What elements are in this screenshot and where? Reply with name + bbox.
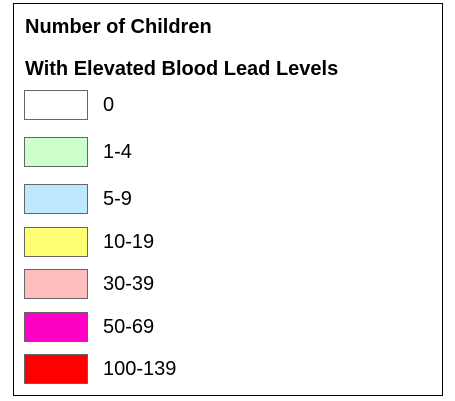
legend-label: 10-19 <box>103 231 155 253</box>
legend-swatch <box>24 269 88 299</box>
legend-title: Number of Children <box>25 16 212 38</box>
legend-label: 0 <box>103 94 115 116</box>
legend-swatch <box>24 184 88 214</box>
legend-label: 100-139 <box>103 358 177 380</box>
legend-swatch <box>24 137 88 167</box>
legend-label: 30-39 <box>103 273 155 295</box>
legend-swatch <box>24 312 88 342</box>
legend-label: 1-4 <box>103 141 132 163</box>
legend: Number of Children With Elevated Blood L… <box>13 3 443 396</box>
legend-label: 5-9 <box>103 188 132 210</box>
legend-title: With Elevated Blood Lead Levels <box>25 58 339 80</box>
legend-label: 50-69 <box>103 316 155 338</box>
legend-swatch <box>24 90 88 120</box>
legend-swatch <box>24 354 88 384</box>
legend-swatch <box>24 227 88 257</box>
